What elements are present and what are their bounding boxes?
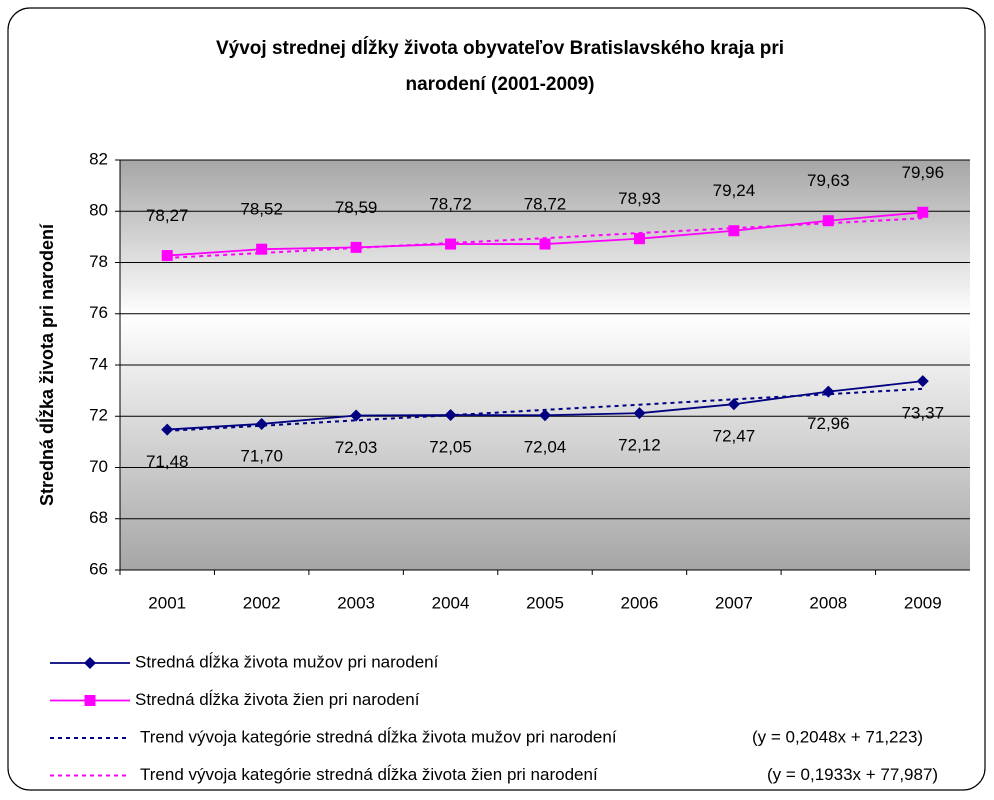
y-tick-label: 82 bbox=[89, 149, 108, 168]
data-point bbox=[445, 238, 457, 250]
x-tick-label: 2007 bbox=[715, 593, 753, 612]
data-label: 72,03 bbox=[335, 438, 378, 457]
data-label: 71,70 bbox=[240, 446, 283, 465]
data-label: 79,24 bbox=[713, 181, 756, 200]
data-label: 73,37 bbox=[902, 404, 945, 423]
y-tick-label: 72 bbox=[89, 406, 108, 425]
data-point bbox=[822, 385, 835, 398]
data-label: 78,72 bbox=[429, 195, 472, 214]
legend-label: Trend vývoja kategórie stredná dĺžka živ… bbox=[140, 765, 598, 784]
y-tick-label: 80 bbox=[89, 201, 108, 220]
legend-equation: (y = 0,1933x + 77,987) bbox=[767, 765, 938, 784]
data-label: 71,48 bbox=[146, 452, 189, 471]
legend-marker bbox=[84, 695, 96, 706]
trend-line bbox=[167, 217, 923, 259]
y-tick-label: 74 bbox=[89, 354, 108, 373]
x-tick-label: 2004 bbox=[432, 593, 470, 612]
legend-label: Stredná dĺžka života žien pri narodení bbox=[135, 690, 420, 709]
data-label: 78,72 bbox=[524, 195, 567, 214]
data-label: 78,59 bbox=[335, 198, 378, 217]
y-axis-label: Stredná dĺžka života pri narodení bbox=[36, 223, 57, 506]
chart-title: Vývoj strednej dĺžky života obyvateľov B… bbox=[216, 37, 784, 59]
data-point bbox=[633, 233, 645, 245]
legend-label: Trend vývoja kategórie stredná dĺžka živ… bbox=[140, 727, 617, 746]
data-point bbox=[916, 375, 929, 388]
data-label: 79,63 bbox=[807, 171, 850, 190]
data-point bbox=[255, 417, 268, 430]
x-tick-label: 2005 bbox=[526, 593, 564, 612]
data-point bbox=[822, 215, 834, 227]
data-label: 79,96 bbox=[902, 163, 945, 182]
y-tick-label: 76 bbox=[89, 303, 108, 322]
y-tick-label: 70 bbox=[89, 457, 108, 476]
data-point bbox=[539, 238, 551, 250]
data-point bbox=[727, 398, 740, 411]
data-point bbox=[444, 408, 457, 421]
y-tick-label: 66 bbox=[89, 559, 108, 578]
y-tick-label: 78 bbox=[89, 252, 108, 271]
legend-equation: (y = 0,2048x + 71,223) bbox=[752, 727, 923, 746]
y-tick-label: 68 bbox=[89, 508, 108, 527]
data-label: 72,05 bbox=[429, 437, 472, 456]
legend-label: Stredná dĺžka života mužov pri narodení bbox=[135, 652, 439, 671]
data-point bbox=[161, 423, 174, 436]
x-tick-label: 2009 bbox=[904, 593, 942, 612]
data-point bbox=[539, 409, 551, 422]
legend-marker bbox=[84, 657, 96, 669]
data-label: 78,27 bbox=[146, 206, 189, 225]
x-tick-label: 2001 bbox=[148, 593, 186, 612]
data-label: 78,93 bbox=[618, 189, 661, 208]
data-label: 72,12 bbox=[618, 436, 661, 455]
data-point bbox=[350, 241, 362, 253]
data-point bbox=[350, 409, 363, 422]
data-point bbox=[633, 407, 646, 420]
data-label: 72,47 bbox=[713, 427, 756, 446]
x-tick-label: 2002 bbox=[243, 593, 281, 612]
x-tick-label: 2006 bbox=[621, 593, 659, 612]
x-tick-label: 2003 bbox=[337, 593, 375, 612]
chart-title: narodení (2001-2009) bbox=[405, 74, 594, 95]
data-point bbox=[161, 250, 173, 262]
data-label: 72,04 bbox=[524, 438, 567, 457]
data-point bbox=[256, 243, 268, 255]
data-label: 72,96 bbox=[807, 414, 850, 433]
data-point bbox=[728, 225, 740, 237]
data-label: 78,52 bbox=[240, 200, 283, 219]
data-point bbox=[917, 206, 929, 218]
x-tick-label: 2008 bbox=[809, 593, 847, 612]
